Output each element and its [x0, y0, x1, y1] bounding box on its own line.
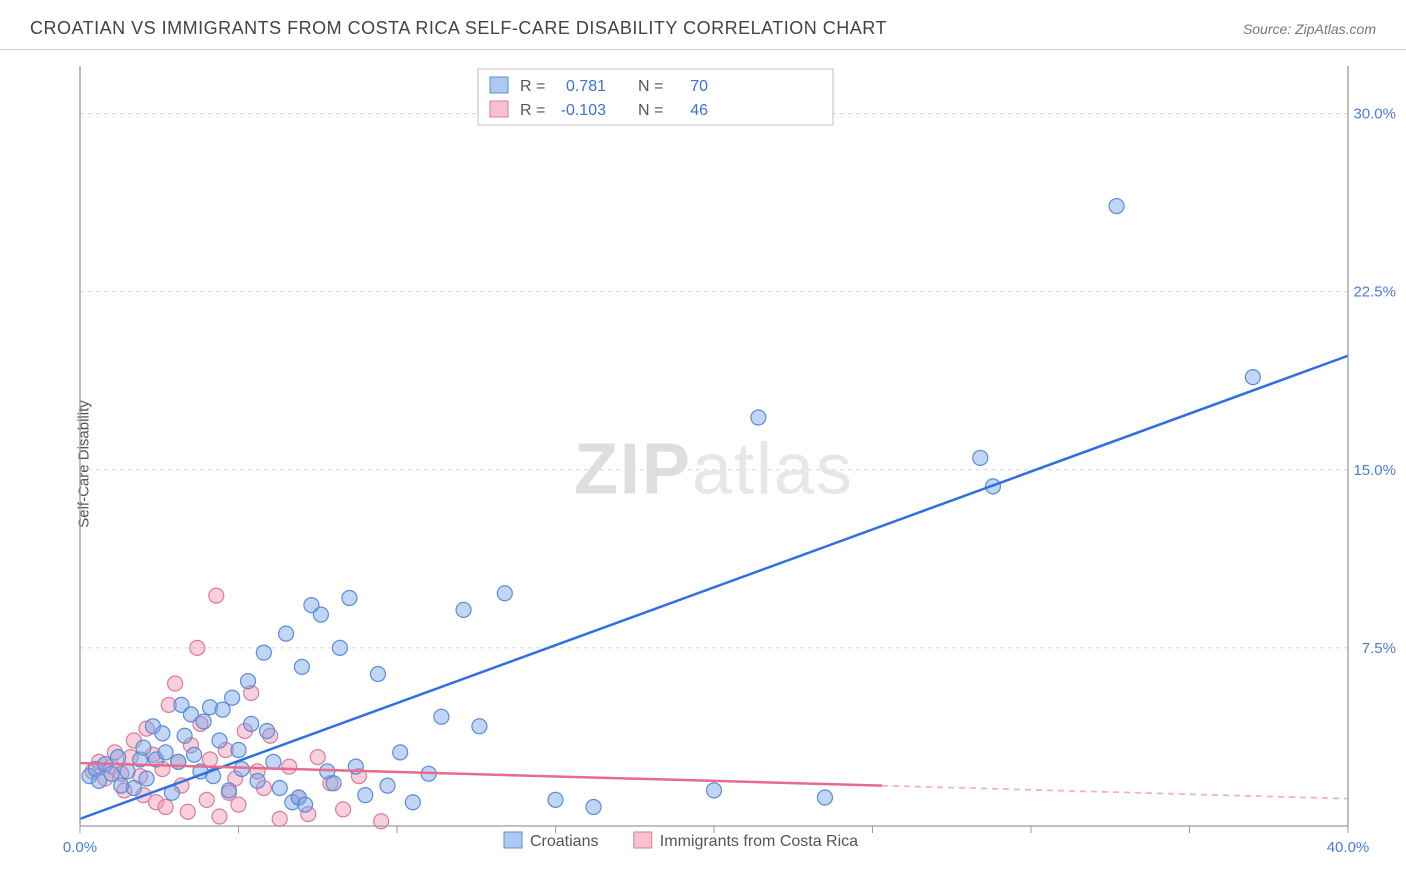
- scatter-point: [225, 690, 240, 705]
- scatter-point: [586, 800, 601, 815]
- y-tick-label: 15.0%: [1353, 462, 1396, 479]
- swatch-costarica: [490, 101, 508, 117]
- scatter-point: [187, 747, 202, 762]
- stats-r-label: R =: [520, 78, 545, 95]
- stats-n-label: N =: [638, 78, 663, 95]
- scatter-point: [231, 797, 246, 812]
- scatter-point: [434, 709, 449, 724]
- legend-label: Immigrants from Costa Rica: [660, 833, 858, 850]
- scatter-point: [472, 719, 487, 734]
- trendline-croatians: [80, 356, 1348, 819]
- scatter-point: [196, 714, 211, 729]
- scatter-point: [405, 795, 420, 810]
- scatter-point: [209, 588, 224, 603]
- scatter-point: [272, 811, 287, 826]
- chart-header: CROATIAN VS IMMIGRANTS FROM COSTA RICA S…: [0, 0, 1406, 50]
- scatter-point: [456, 602, 471, 617]
- scatter-point: [158, 745, 173, 760]
- scatter-point: [279, 626, 294, 641]
- scatter-point: [751, 410, 766, 425]
- x-tick-label: 0.0%: [63, 839, 97, 856]
- scatter-point: [380, 778, 395, 793]
- scatter-point: [177, 728, 192, 743]
- scatter-point: [126, 781, 141, 796]
- scatter-point: [260, 724, 275, 739]
- stats-r-croatians: 0.781: [566, 78, 606, 95]
- scatter-point: [817, 790, 832, 805]
- scatter-point: [139, 771, 154, 786]
- scatter-point: [1245, 370, 1260, 385]
- scatter-point: [212, 809, 227, 824]
- scatter-point: [973, 450, 988, 465]
- scatter-point: [158, 800, 173, 815]
- chart-title: CROATIAN VS IMMIGRANTS FROM COSTA RICA S…: [30, 18, 887, 39]
- scatter-point: [199, 792, 214, 807]
- scatter-point: [190, 640, 205, 655]
- legend-swatch: [634, 832, 652, 848]
- scatter-point: [342, 591, 357, 606]
- scatter-point: [358, 788, 373, 803]
- scatter-point: [256, 645, 271, 660]
- y-tick-label: 30.0%: [1353, 106, 1396, 123]
- y-tick-label: 22.5%: [1353, 284, 1396, 301]
- scatter-point: [298, 797, 313, 812]
- x-tick-label: 40.0%: [1327, 839, 1370, 856]
- scatter-point: [310, 750, 325, 765]
- scatter-point: [221, 783, 236, 798]
- watermark: ZIPatlas: [574, 430, 854, 510]
- stats-n-label: N =: [638, 102, 663, 119]
- scatter-point: [1109, 199, 1124, 214]
- scatter-point: [336, 802, 351, 817]
- scatter-point: [707, 783, 722, 798]
- scatter-point: [136, 740, 151, 755]
- y-tick-label: 7.5%: [1362, 640, 1396, 657]
- stats-n-costarica: 46: [690, 102, 708, 119]
- scatter-point: [548, 792, 563, 807]
- legend-label: Croatians: [530, 833, 598, 850]
- scatter-point: [294, 659, 309, 674]
- scatter-point: [241, 674, 256, 689]
- trendline-costarica-extrapolated: [882, 786, 1348, 799]
- scatter-point: [212, 733, 227, 748]
- scatter-point: [332, 640, 347, 655]
- scatter-point: [180, 804, 195, 819]
- chart-source: Source: ZipAtlas.com: [1243, 21, 1376, 37]
- scatter-point: [313, 607, 328, 622]
- scatter-point: [393, 745, 408, 760]
- plot-area: Self-Care Disability 7.5%15.0%22.5%30.0%…: [30, 58, 1386, 870]
- legend-swatch: [504, 832, 522, 848]
- scatter-point: [250, 773, 265, 788]
- scatter-plot-svg: 7.5%15.0%22.5%30.0%ZIPatlas0.0%40.0%R =0…: [58, 58, 1386, 870]
- scatter-point: [272, 781, 287, 796]
- scatter-point: [497, 586, 512, 601]
- scatter-point: [370, 667, 385, 682]
- scatter-point: [111, 750, 126, 765]
- stats-r-costarica: -0.103: [561, 102, 606, 119]
- scatter-point: [231, 743, 246, 758]
- scatter-point: [155, 726, 170, 741]
- scatter-point: [120, 764, 135, 779]
- swatch-croatians: [490, 77, 508, 93]
- scatter-point: [326, 776, 341, 791]
- scatter-point: [168, 676, 183, 691]
- scatter-point: [282, 759, 297, 774]
- stats-r-label: R =: [520, 102, 545, 119]
- stats-n-croatians: 70: [690, 78, 708, 95]
- scatter-point: [244, 716, 259, 731]
